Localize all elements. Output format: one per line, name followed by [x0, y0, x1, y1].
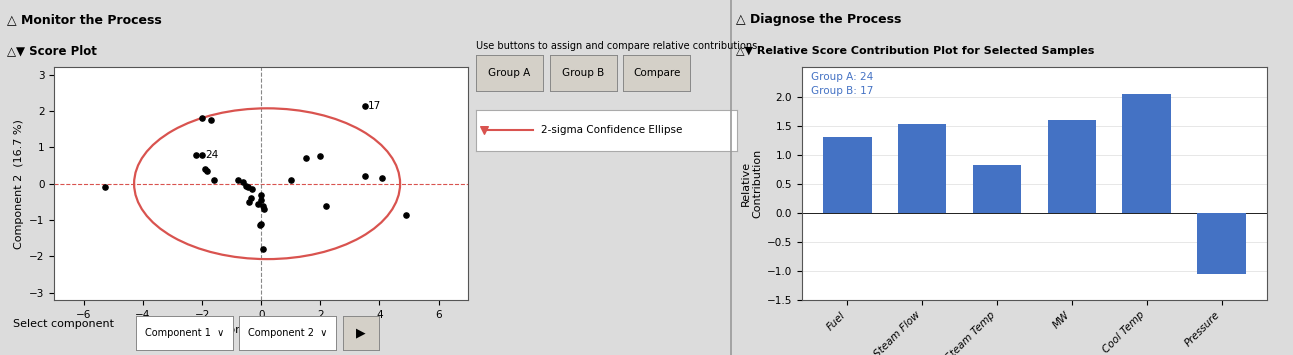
Text: Component 2  ∨: Component 2 ∨ [248, 328, 327, 338]
Point [94, 185, 115, 190]
Bar [972, 165, 1021, 213]
Point [252, 203, 273, 208]
Text: Group A: Group A [489, 68, 530, 78]
Point [315, 203, 336, 208]
Point [240, 195, 261, 201]
Point [186, 152, 207, 158]
Point [233, 179, 253, 185]
Point [253, 206, 274, 212]
Point [372, 175, 393, 181]
Bar [1197, 213, 1246, 274]
Text: Select component: Select component [13, 319, 114, 329]
Point [191, 152, 212, 158]
Point [242, 186, 262, 192]
Text: Compare: Compare [634, 68, 680, 78]
Point [354, 103, 375, 108]
Text: 24: 24 [206, 150, 219, 160]
Point [248, 201, 269, 207]
Text: 17: 17 [369, 100, 381, 111]
Y-axis label: Component 2  (16.7 %): Component 2 (16.7 %) [14, 119, 23, 248]
Point [251, 197, 272, 203]
Point [200, 117, 221, 123]
X-axis label: Component 1  (61.6 %): Component 1 (61.6 %) [197, 325, 326, 335]
Bar [822, 137, 871, 213]
Point [239, 199, 260, 205]
Point [396, 212, 416, 217]
Point [251, 192, 272, 197]
Point [191, 115, 212, 121]
Point [197, 168, 217, 174]
Text: △ Diagnose the Process: △ Diagnose the Process [736, 13, 901, 26]
Bar [1047, 120, 1096, 213]
Point [354, 174, 375, 179]
Point [281, 177, 301, 183]
Text: Group B: Group B [562, 68, 604, 78]
Bar [1122, 94, 1171, 213]
Text: 2-sigma Confidence Ellipse: 2-sigma Confidence Ellipse [542, 125, 683, 136]
Text: △ Monitor the Process: △ Monitor the Process [8, 13, 162, 26]
Text: Group A: 24
Group B: 17: Group A: 24 Group B: 17 [811, 72, 873, 96]
Text: △▼ Score Plot: △▼ Score Plot [8, 45, 97, 58]
Point [295, 155, 315, 161]
Text: Use buttons to assign and compare relative contributions.: Use buttons to assign and compare relati… [476, 41, 760, 51]
Text: ▶: ▶ [356, 326, 366, 339]
Point [228, 177, 248, 183]
Point [473, 128, 494, 133]
Point [238, 185, 259, 190]
Text: △▼ Relative Score Contribution Plot for Selected Samples: △▼ Relative Score Contribution Plot for … [736, 46, 1095, 56]
Text: Component 1  ∨: Component 1 ∨ [145, 328, 224, 338]
Point [252, 246, 273, 252]
Point [237, 183, 257, 189]
Point [310, 154, 331, 159]
Y-axis label: Relative
Contribution: Relative Contribution [741, 149, 763, 218]
Point [195, 166, 216, 172]
Bar [897, 124, 946, 213]
Point [250, 223, 270, 228]
Point [203, 177, 224, 183]
Point [251, 221, 272, 226]
